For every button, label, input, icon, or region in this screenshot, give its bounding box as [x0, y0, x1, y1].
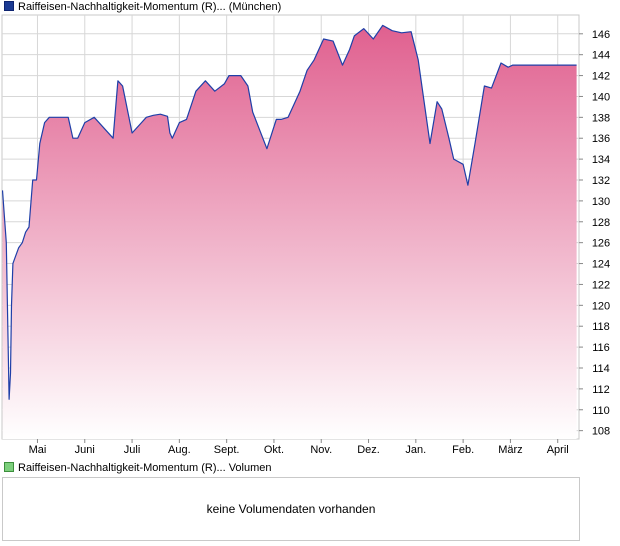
price-series-swatch — [4, 1, 14, 12]
x-tick-label: Aug. — [168, 444, 191, 456]
y-tick-label: 138 — [592, 112, 610, 124]
y-tick-label: 108 — [592, 426, 610, 438]
y-tick-label: 126 — [592, 238, 610, 250]
x-tick-label: Okt. — [264, 444, 284, 456]
y-tick-label: 136 — [592, 133, 610, 145]
y-tick-label: 112 — [592, 384, 610, 396]
price-chart: 108 110 112 114 116 118 120 122 124 126 128 130 132 1… — [1, 14, 610, 456]
y-tick-label: 118 — [592, 321, 610, 333]
y-tick-label: 132 — [592, 175, 610, 187]
y-tick-label: 140 — [592, 91, 610, 103]
volume-panel: keine Volumendaten vorhanden — [2, 477, 580, 541]
y-tick-label: 122 — [592, 279, 610, 291]
y-tick-label: 146 — [592, 29, 610, 41]
x-tick-label: Sept. — [214, 444, 240, 456]
x-tick-label: März — [498, 444, 522, 456]
y-tick-label: 120 — [592, 300, 610, 312]
x-tick-label: April — [547, 444, 569, 456]
x-tick-label: Juni — [75, 444, 95, 456]
x-tick-label: Feb. — [452, 444, 474, 456]
price-legend: Raiffeisen-Nachhaltigkeit-Momentum (R)..… — [4, 0, 281, 14]
volume-legend: Raiffeisen-Nachhaltigkeit-Momentum (R)..… — [4, 461, 272, 475]
price-series-line — [2, 24, 577, 400]
y-tick-label: 142 — [592, 71, 610, 83]
y-tick-label: 134 — [592, 154, 610, 166]
price-legend-label: Raiffeisen-Nachhaltigkeit-Momentum (R)..… — [18, 1, 282, 13]
volume-series-swatch — [4, 462, 14, 473]
x-axis: Mai Juni Juli Aug. Sept. Okt. Nov. Dez. Jan. Feb.… — [29, 439, 569, 456]
x-tick-label: Jan. — [405, 444, 426, 456]
y-axis: 108 110 112 114 116 118 120 122 124 126 128 130 132 1… — [579, 29, 610, 438]
x-tick-label: Nov. — [310, 444, 332, 456]
y-tick-label: 110 — [592, 405, 610, 417]
x-tick-label: Mai — [29, 444, 47, 456]
y-tick-label: 114 — [592, 363, 610, 375]
y-tick-label: 144 — [592, 50, 610, 62]
y-tick-label: 124 — [592, 259, 610, 271]
y-tick-label: 128 — [592, 217, 610, 229]
x-tick-label: Dez. — [357, 444, 380, 456]
y-tick-label: 116 — [592, 342, 610, 354]
y-tick-label: 130 — [592, 196, 610, 208]
volume-empty-message: keine Volumendaten vorhanden — [206, 502, 376, 516]
x-tick-label: Juli — [124, 444, 141, 456]
volume-legend-label: Raiffeisen-Nachhaltigkeit-Momentum (R)..… — [18, 462, 272, 474]
